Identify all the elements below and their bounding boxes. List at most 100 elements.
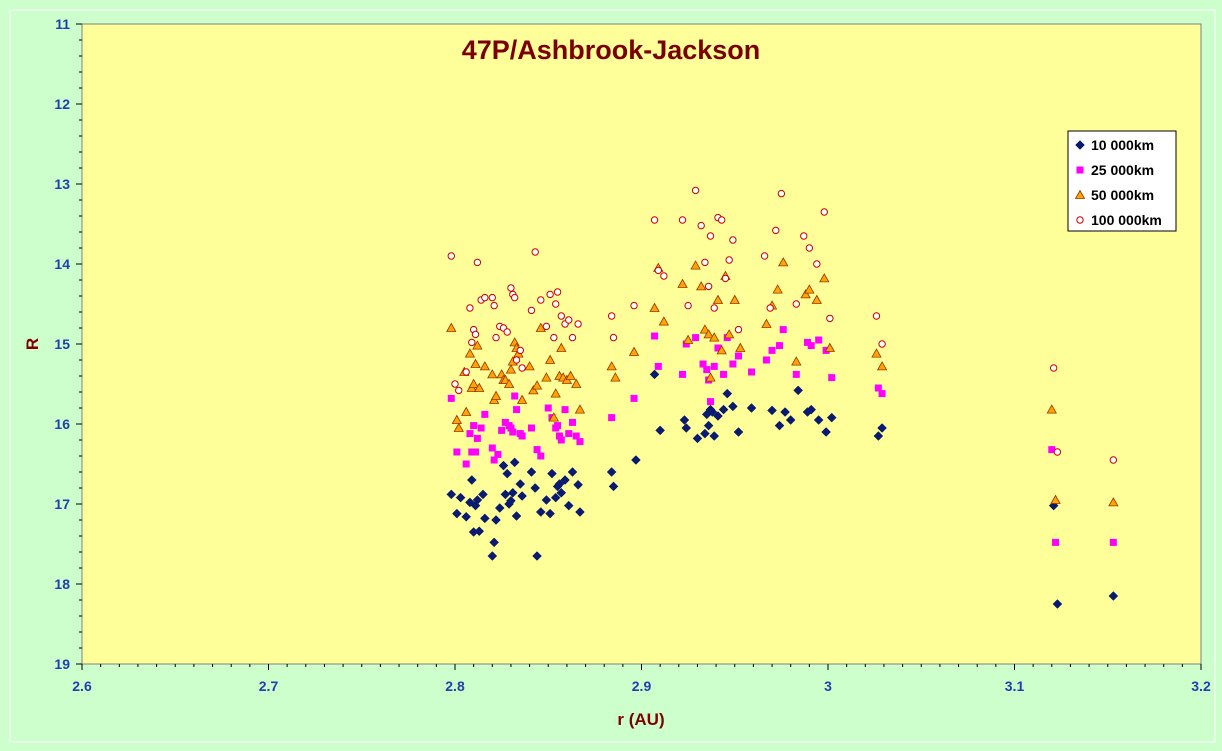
data-point bbox=[565, 370, 576, 380]
data-point bbox=[487, 551, 498, 561]
data-point bbox=[464, 348, 476, 358]
data-point bbox=[453, 422, 464, 432]
data-point bbox=[537, 452, 545, 460]
data-point bbox=[526, 467, 537, 477]
data-point bbox=[466, 430, 474, 438]
data-point bbox=[505, 364, 517, 374]
data-point bbox=[572, 432, 580, 440]
data-point bbox=[473, 434, 481, 442]
data-point bbox=[767, 405, 777, 416]
data-point bbox=[803, 338, 811, 346]
data-point bbox=[649, 369, 660, 380]
data-point bbox=[658, 316, 670, 326]
data-point bbox=[682, 340, 690, 348]
data-point bbox=[709, 431, 720, 441]
data-point bbox=[479, 361, 491, 371]
data-point bbox=[760, 252, 769, 260]
x-tick-label: 3 bbox=[824, 678, 832, 694]
data-point bbox=[678, 216, 687, 224]
data-point bbox=[649, 302, 660, 312]
data-point bbox=[461, 511, 472, 522]
data-point bbox=[446, 489, 457, 500]
data-point bbox=[684, 301, 692, 310]
minor-ticks bbox=[79, 39, 1183, 667]
data-point bbox=[792, 370, 800, 378]
data-point bbox=[511, 392, 519, 400]
data-point bbox=[498, 426, 506, 434]
data-point bbox=[821, 427, 831, 437]
data-point bbox=[826, 412, 837, 423]
data-point bbox=[690, 260, 701, 270]
data-point bbox=[609, 333, 618, 342]
data-point bbox=[610, 372, 621, 382]
data-point bbox=[734, 325, 743, 334]
data-point bbox=[509, 428, 517, 436]
data-point bbox=[470, 422, 478, 430]
data-point bbox=[472, 495, 483, 505]
data-point bbox=[474, 526, 485, 537]
data-point bbox=[490, 456, 498, 464]
data-point bbox=[811, 294, 822, 304]
data-point bbox=[874, 384, 882, 392]
data-point bbox=[545, 508, 555, 519]
data-point bbox=[779, 326, 787, 334]
data-point bbox=[806, 404, 817, 415]
data-point bbox=[517, 491, 527, 501]
data-point bbox=[544, 354, 556, 364]
data-point bbox=[729, 360, 737, 368]
data-point bbox=[565, 316, 573, 324]
data-point bbox=[805, 244, 814, 252]
data-point bbox=[576, 438, 584, 446]
data-point bbox=[507, 284, 515, 292]
data-point bbox=[556, 487, 567, 498]
data-point bbox=[501, 418, 509, 426]
data-point bbox=[451, 414, 463, 424]
data-point bbox=[528, 385, 539, 395]
y-tick-label: 17 bbox=[54, 496, 70, 512]
legend-label-0: 10 000km bbox=[1091, 137, 1154, 153]
data-point bbox=[679, 415, 690, 425]
data-point bbox=[654, 362, 662, 370]
x-tick-label: 2.6 bbox=[72, 678, 92, 694]
data-point bbox=[712, 294, 724, 304]
data-point bbox=[565, 430, 573, 438]
data-point bbox=[560, 475, 570, 485]
data-point bbox=[630, 301, 638, 310]
data-point bbox=[455, 492, 466, 503]
data-point bbox=[573, 479, 583, 490]
data-point bbox=[607, 312, 616, 320]
data-point bbox=[554, 479, 565, 489]
data-point bbox=[705, 372, 716, 382]
data-point bbox=[721, 274, 730, 283]
data-point bbox=[518, 364, 526, 372]
data-point bbox=[774, 420, 785, 431]
data-point bbox=[502, 468, 513, 479]
data-point bbox=[706, 232, 715, 240]
data-point bbox=[553, 288, 562, 296]
data-point bbox=[871, 348, 882, 358]
data-point bbox=[532, 551, 542, 561]
data-point bbox=[714, 344, 722, 352]
data-point bbox=[531, 248, 539, 256]
data-point bbox=[729, 294, 740, 304]
data-point bbox=[1048, 446, 1056, 454]
data-point bbox=[494, 450, 502, 458]
data-point bbox=[556, 342, 567, 352]
data-point bbox=[516, 394, 528, 404]
data-point bbox=[554, 422, 562, 430]
data-point bbox=[800, 289, 811, 299]
y-axis-label: R bbox=[23, 338, 42, 350]
data-point bbox=[819, 273, 830, 283]
data-point bbox=[703, 366, 711, 374]
data-point bbox=[729, 236, 737, 244]
data-point bbox=[717, 216, 726, 224]
data-point bbox=[490, 301, 498, 310]
data-point bbox=[697, 221, 705, 230]
data-point bbox=[446, 322, 457, 332]
data-point bbox=[574, 320, 582, 328]
data-point bbox=[700, 428, 710, 439]
x-tick-label: 2.9 bbox=[632, 678, 652, 694]
legend-marker-1 bbox=[1076, 166, 1084, 174]
data-point bbox=[487, 369, 498, 379]
data-point bbox=[826, 314, 834, 323]
